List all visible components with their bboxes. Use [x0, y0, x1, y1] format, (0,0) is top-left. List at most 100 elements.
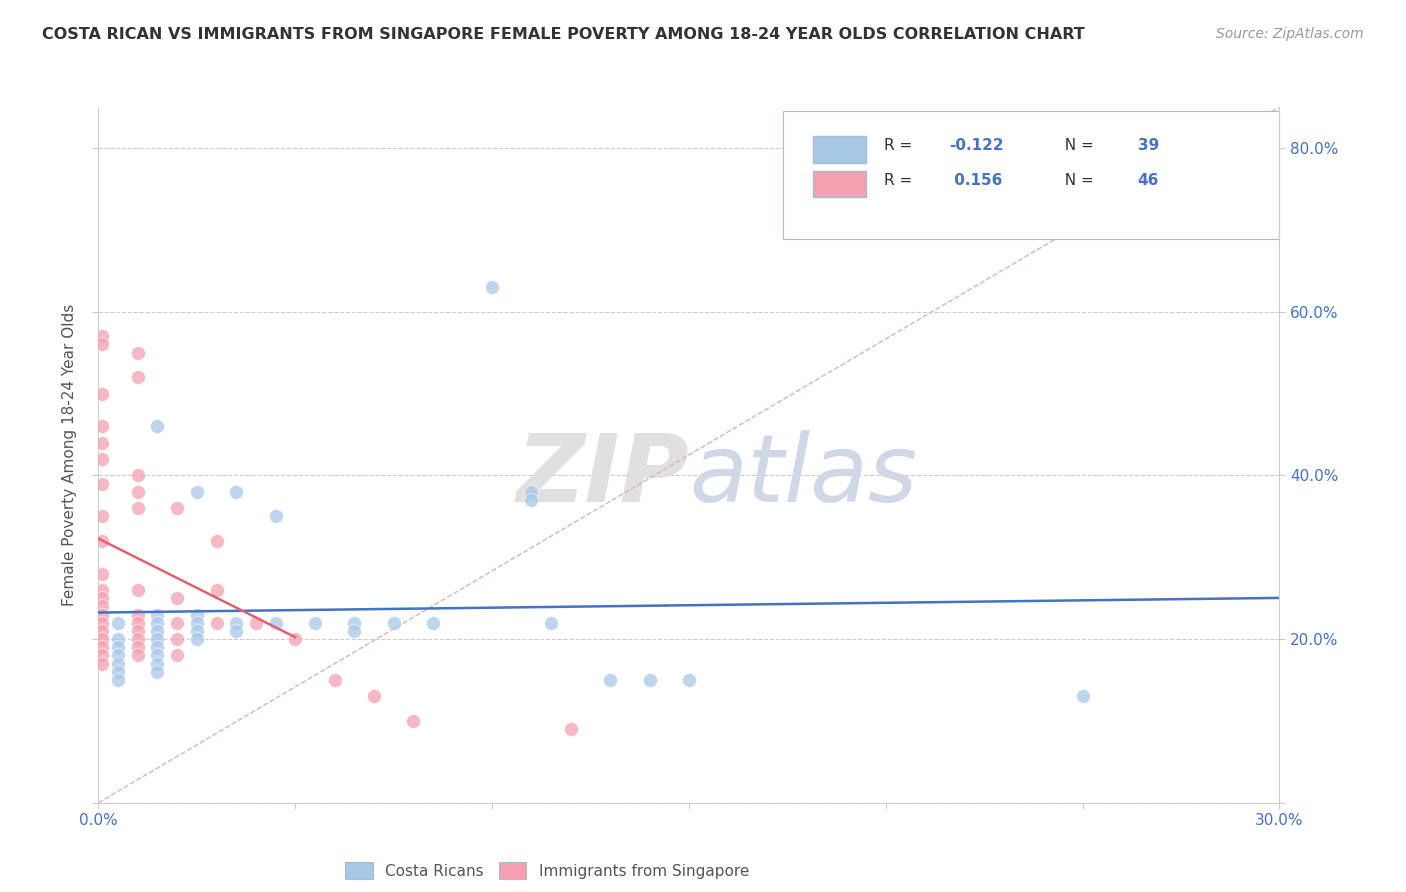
Point	[225, 624, 247, 638]
Point	[91, 640, 114, 655]
Point	[402, 714, 425, 728]
Point	[146, 624, 169, 638]
Point	[91, 509, 114, 524]
Point	[107, 615, 129, 630]
Point	[91, 615, 114, 630]
Text: Source: ZipAtlas.com: Source: ZipAtlas.com	[1216, 27, 1364, 41]
Point	[205, 533, 228, 548]
Point	[481, 280, 503, 294]
Text: 0.156: 0.156	[949, 172, 1002, 187]
Y-axis label: Female Poverty Among 18-24 Year Olds: Female Poverty Among 18-24 Year Olds	[62, 304, 77, 606]
Point	[304, 615, 326, 630]
Point	[91, 419, 114, 434]
Point	[323, 673, 346, 687]
Point	[166, 648, 188, 663]
Text: ZIP: ZIP	[516, 430, 689, 522]
Point	[638, 673, 661, 687]
Point	[146, 632, 169, 646]
Point	[205, 582, 228, 597]
Point	[186, 615, 208, 630]
Point	[599, 673, 621, 687]
Point	[127, 624, 149, 638]
Text: -0.122: -0.122	[949, 137, 1004, 153]
Point	[245, 615, 267, 630]
Point	[107, 673, 129, 687]
Point	[107, 657, 129, 671]
Point	[363, 690, 385, 704]
Text: N =: N =	[1054, 137, 1098, 153]
Point	[343, 624, 366, 638]
Point	[264, 615, 287, 630]
Point	[127, 468, 149, 483]
Point	[146, 665, 169, 679]
Point	[127, 345, 149, 359]
Point	[382, 615, 405, 630]
Point	[560, 722, 582, 736]
Point	[91, 599, 114, 614]
Point	[540, 615, 562, 630]
Point	[166, 591, 188, 606]
Point	[91, 657, 114, 671]
FancyBboxPatch shape	[813, 136, 866, 162]
Point	[146, 615, 169, 630]
Point	[91, 566, 114, 581]
Text: R =: R =	[884, 172, 917, 187]
Point	[186, 484, 208, 499]
Point	[146, 640, 169, 655]
Point	[91, 582, 114, 597]
Point	[146, 607, 169, 622]
Point	[225, 484, 247, 499]
Point	[91, 607, 114, 622]
Point	[107, 648, 129, 663]
Point	[166, 501, 188, 516]
Point	[225, 615, 247, 630]
Point	[107, 640, 129, 655]
Point	[186, 607, 208, 622]
FancyBboxPatch shape	[783, 111, 1279, 239]
Point	[520, 484, 543, 499]
Point	[91, 337, 114, 351]
Point	[91, 386, 114, 401]
Point	[107, 665, 129, 679]
Legend: Costa Ricans, Immigrants from Singapore: Costa Ricans, Immigrants from Singapore	[339, 855, 755, 886]
Point	[127, 648, 149, 663]
Point	[91, 624, 114, 638]
FancyBboxPatch shape	[813, 171, 866, 197]
Point	[422, 615, 444, 630]
Point	[91, 648, 114, 663]
Point	[166, 632, 188, 646]
Point	[127, 632, 149, 646]
Text: N =: N =	[1054, 172, 1098, 187]
Point	[343, 615, 366, 630]
Point	[186, 632, 208, 646]
Point	[205, 615, 228, 630]
Text: R =: R =	[884, 137, 917, 153]
Point	[520, 492, 543, 507]
Point	[91, 632, 114, 646]
Point	[127, 615, 149, 630]
Point	[91, 435, 114, 450]
Text: atlas: atlas	[689, 430, 917, 521]
Point	[91, 452, 114, 467]
Point	[146, 657, 169, 671]
Point	[91, 329, 114, 343]
Point	[146, 419, 169, 434]
Point	[127, 582, 149, 597]
Point	[127, 370, 149, 384]
Text: 39: 39	[1137, 137, 1159, 153]
Point	[264, 509, 287, 524]
Text: 46: 46	[1137, 172, 1159, 187]
Point	[127, 607, 149, 622]
Point	[91, 591, 114, 606]
Point	[127, 484, 149, 499]
Point	[146, 648, 169, 663]
Point	[91, 476, 114, 491]
Point	[678, 673, 700, 687]
Point	[91, 533, 114, 548]
Text: COSTA RICAN VS IMMIGRANTS FROM SINGAPORE FEMALE POVERTY AMONG 18-24 YEAR OLDS CO: COSTA RICAN VS IMMIGRANTS FROM SINGAPORE…	[42, 27, 1085, 42]
Point	[166, 615, 188, 630]
Point	[127, 640, 149, 655]
Point	[1071, 690, 1094, 704]
Point	[107, 632, 129, 646]
Point	[127, 501, 149, 516]
